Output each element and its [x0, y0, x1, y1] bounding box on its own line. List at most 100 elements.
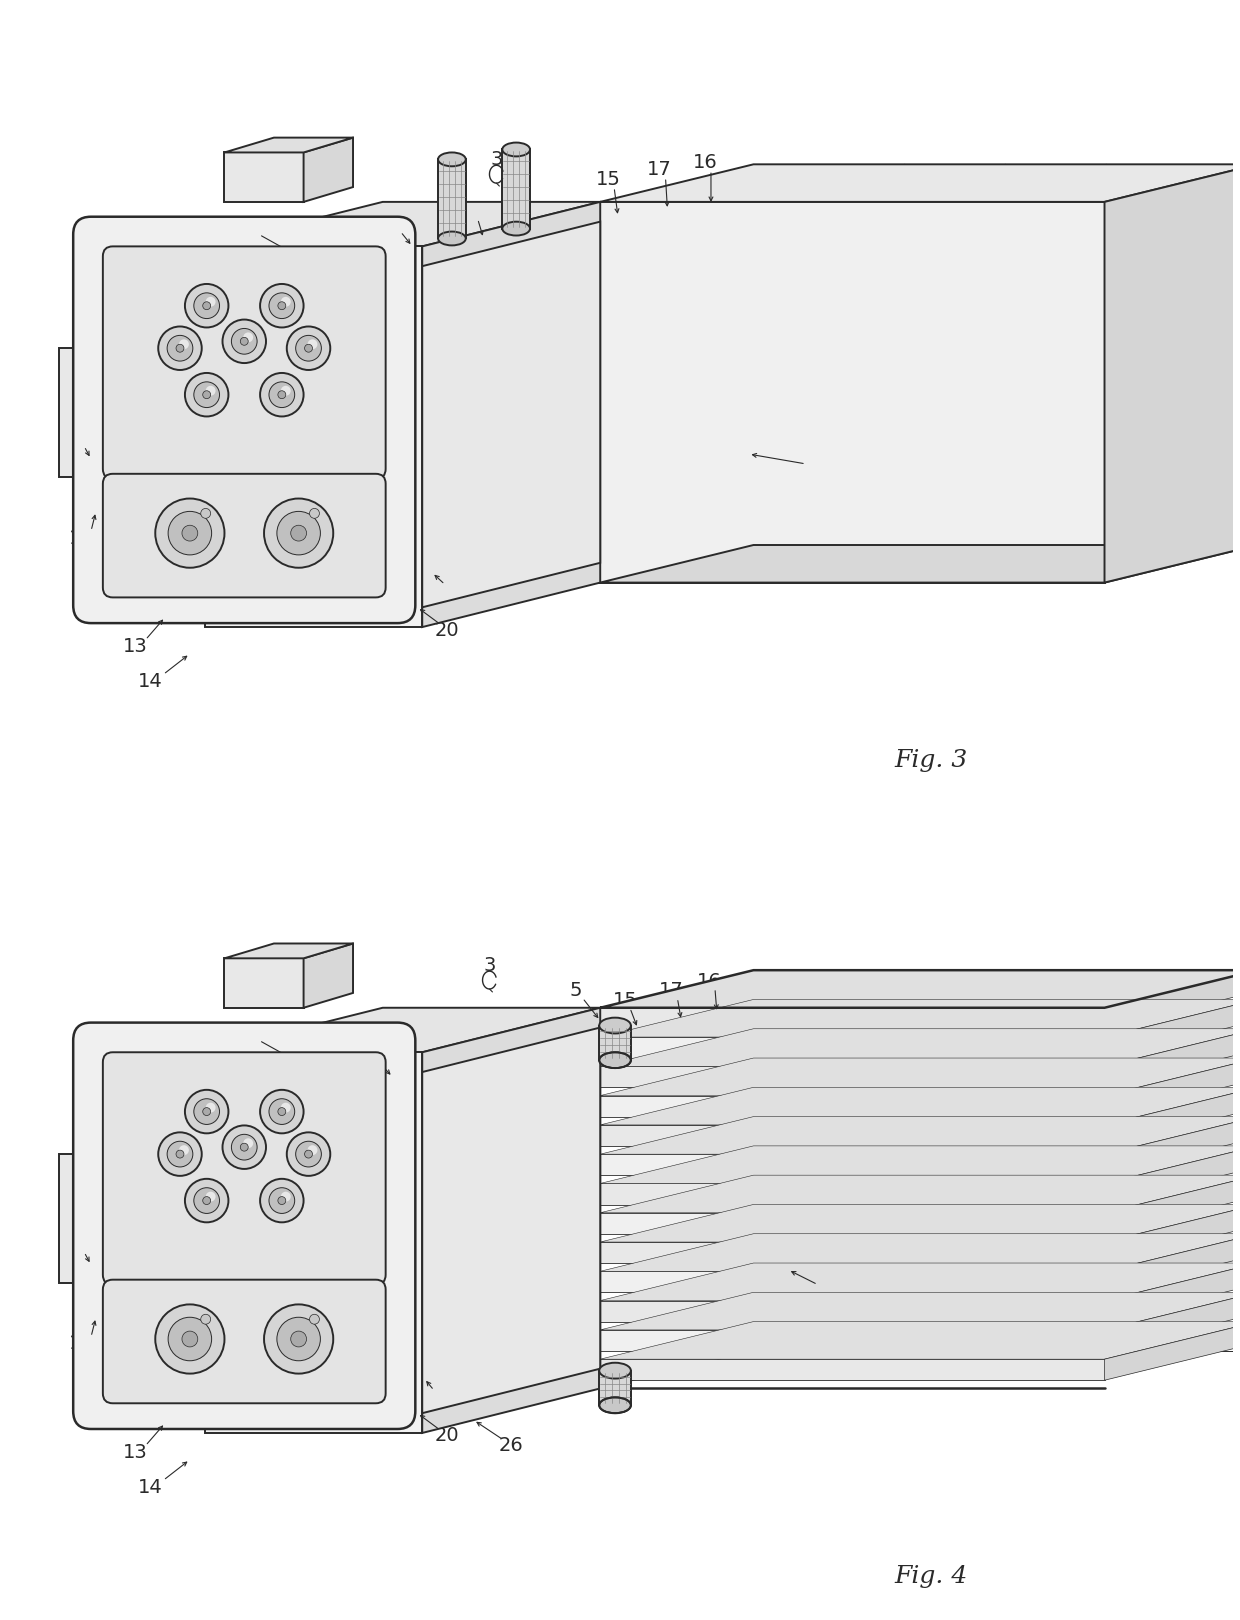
- Text: Fig. 3: Fig. 3: [895, 748, 968, 773]
- Polygon shape: [224, 138, 353, 152]
- Circle shape: [286, 327, 330, 369]
- Polygon shape: [1105, 1000, 1240, 1058]
- Circle shape: [280, 296, 290, 306]
- Ellipse shape: [599, 1017, 631, 1034]
- Circle shape: [290, 525, 306, 541]
- Text: 27: 27: [277, 1045, 301, 1064]
- Circle shape: [179, 1145, 188, 1155]
- Text: 18: 18: [429, 1387, 454, 1406]
- Circle shape: [182, 1332, 198, 1346]
- Polygon shape: [600, 1293, 1240, 1330]
- Circle shape: [222, 1126, 267, 1170]
- FancyBboxPatch shape: [103, 1053, 386, 1285]
- Circle shape: [278, 301, 285, 309]
- Polygon shape: [224, 959, 304, 1008]
- Text: 17: 17: [647, 160, 672, 178]
- Polygon shape: [600, 1066, 1105, 1087]
- Circle shape: [308, 339, 317, 350]
- Ellipse shape: [599, 1053, 631, 1068]
- Polygon shape: [600, 1264, 1240, 1301]
- Circle shape: [290, 1332, 306, 1346]
- Circle shape: [193, 382, 219, 408]
- Polygon shape: [1105, 970, 1240, 1029]
- Circle shape: [176, 345, 184, 352]
- Polygon shape: [600, 1184, 1105, 1205]
- Polygon shape: [205, 1053, 423, 1434]
- Text: 15: 15: [595, 170, 620, 188]
- Circle shape: [159, 327, 202, 369]
- Circle shape: [310, 509, 320, 518]
- Circle shape: [155, 499, 224, 567]
- Polygon shape: [600, 544, 1240, 583]
- Circle shape: [202, 301, 211, 309]
- Circle shape: [206, 1192, 216, 1202]
- Circle shape: [295, 335, 321, 361]
- Circle shape: [232, 329, 257, 355]
- Polygon shape: [383, 1008, 600, 1388]
- Circle shape: [201, 1314, 211, 1324]
- Text: 15: 15: [613, 991, 637, 1011]
- Polygon shape: [423, 202, 600, 627]
- Text: 5: 5: [811, 455, 825, 473]
- Circle shape: [206, 1103, 216, 1113]
- Circle shape: [286, 1132, 330, 1176]
- Circle shape: [182, 525, 198, 541]
- Polygon shape: [1105, 1029, 1240, 1087]
- Circle shape: [260, 1090, 304, 1134]
- Circle shape: [185, 1090, 228, 1134]
- Text: 14: 14: [62, 429, 87, 449]
- Polygon shape: [423, 1027, 600, 1413]
- Polygon shape: [1105, 1234, 1240, 1293]
- Text: 12: 12: [68, 528, 93, 548]
- Polygon shape: [600, 1029, 1240, 1066]
- Text: 21b: 21b: [295, 238, 332, 258]
- Polygon shape: [1105, 1145, 1240, 1205]
- Text: 5: 5: [569, 982, 582, 1001]
- Circle shape: [280, 1103, 290, 1113]
- Polygon shape: [304, 138, 353, 202]
- FancyBboxPatch shape: [103, 473, 386, 598]
- Polygon shape: [600, 1008, 1105, 1029]
- Polygon shape: [599, 1025, 631, 1059]
- Polygon shape: [600, 1234, 1240, 1272]
- Polygon shape: [1105, 1174, 1240, 1234]
- Circle shape: [241, 1144, 248, 1152]
- Circle shape: [278, 390, 285, 399]
- Text: 20: 20: [435, 620, 459, 640]
- Circle shape: [167, 335, 193, 361]
- Circle shape: [243, 1139, 253, 1149]
- Ellipse shape: [502, 222, 529, 235]
- Polygon shape: [600, 1037, 1105, 1058]
- Ellipse shape: [438, 232, 466, 245]
- Circle shape: [305, 345, 312, 352]
- Circle shape: [278, 1108, 285, 1116]
- Polygon shape: [600, 1116, 1240, 1153]
- Circle shape: [305, 1150, 312, 1158]
- Polygon shape: [205, 202, 600, 246]
- Polygon shape: [1105, 1058, 1240, 1116]
- Text: 12: 12: [68, 1335, 93, 1353]
- Circle shape: [185, 373, 228, 416]
- Polygon shape: [600, 1000, 1240, 1037]
- Circle shape: [179, 339, 188, 350]
- Polygon shape: [438, 159, 466, 238]
- Polygon shape: [502, 149, 529, 228]
- Circle shape: [277, 1317, 320, 1361]
- Circle shape: [185, 1179, 228, 1223]
- Circle shape: [232, 1134, 257, 1160]
- Polygon shape: [600, 1153, 1105, 1174]
- Text: 26: 26: [498, 1437, 523, 1455]
- Polygon shape: [205, 246, 423, 627]
- Circle shape: [193, 1187, 219, 1213]
- Text: 14: 14: [138, 1477, 162, 1497]
- Polygon shape: [1105, 1087, 1240, 1145]
- Circle shape: [277, 512, 320, 556]
- Polygon shape: [60, 1153, 91, 1283]
- Circle shape: [269, 1098, 295, 1124]
- Circle shape: [155, 1304, 224, 1374]
- Text: 14: 14: [138, 672, 162, 692]
- Circle shape: [202, 1108, 211, 1116]
- Circle shape: [310, 1314, 320, 1324]
- FancyBboxPatch shape: [73, 217, 415, 624]
- Ellipse shape: [599, 1398, 631, 1413]
